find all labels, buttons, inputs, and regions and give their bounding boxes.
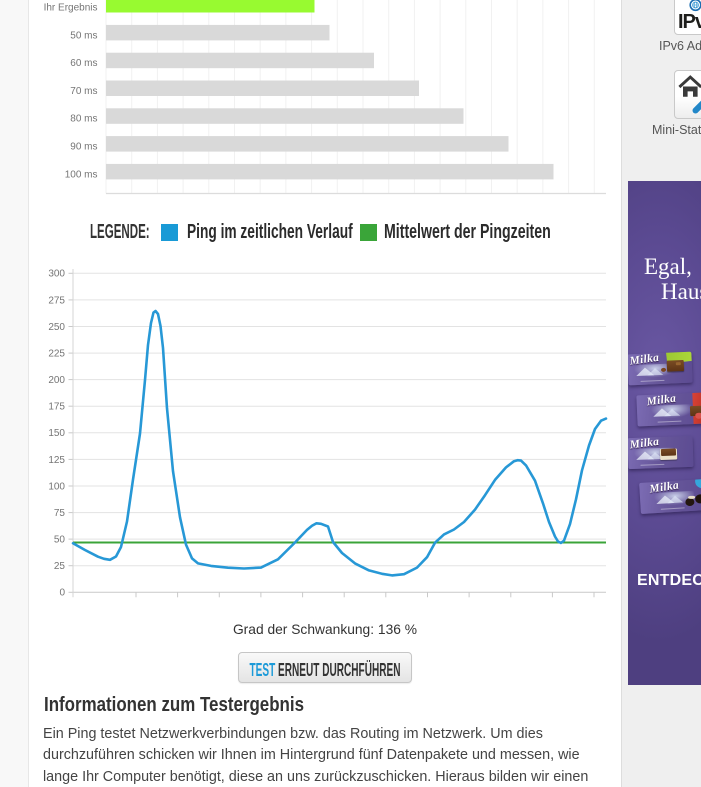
svg-text:250: 250 — [48, 322, 65, 333]
svg-text:100 ms: 100 ms — [65, 169, 98, 180]
svg-text:80 ms: 80 ms — [70, 114, 97, 125]
svg-text:70 ms: 70 ms — [70, 86, 97, 97]
svg-text:IPv6: IPv6 — [678, 11, 701, 33]
svg-text:125: 125 — [48, 455, 65, 466]
svg-text:0: 0 — [59, 588, 65, 599]
svg-text:50 ms: 50 ms — [70, 30, 97, 41]
svg-text:50: 50 — [54, 535, 66, 546]
svg-text:100: 100 — [48, 481, 65, 492]
svg-text:225: 225 — [48, 349, 65, 360]
svg-text:275: 275 — [48, 295, 65, 306]
svg-text:150: 150 — [48, 428, 65, 439]
svg-text:60 ms: 60 ms — [70, 58, 97, 69]
svg-text:75: 75 — [54, 508, 66, 519]
svg-text:Ihr Ergebnis: Ihr Ergebnis — [44, 2, 98, 13]
svg-text:175: 175 — [48, 402, 65, 413]
svg-text:300: 300 — [48, 269, 65, 280]
svg-text:200: 200 — [48, 375, 65, 386]
svg-text:25: 25 — [54, 561, 66, 572]
svg-text:90 ms: 90 ms — [70, 142, 97, 153]
